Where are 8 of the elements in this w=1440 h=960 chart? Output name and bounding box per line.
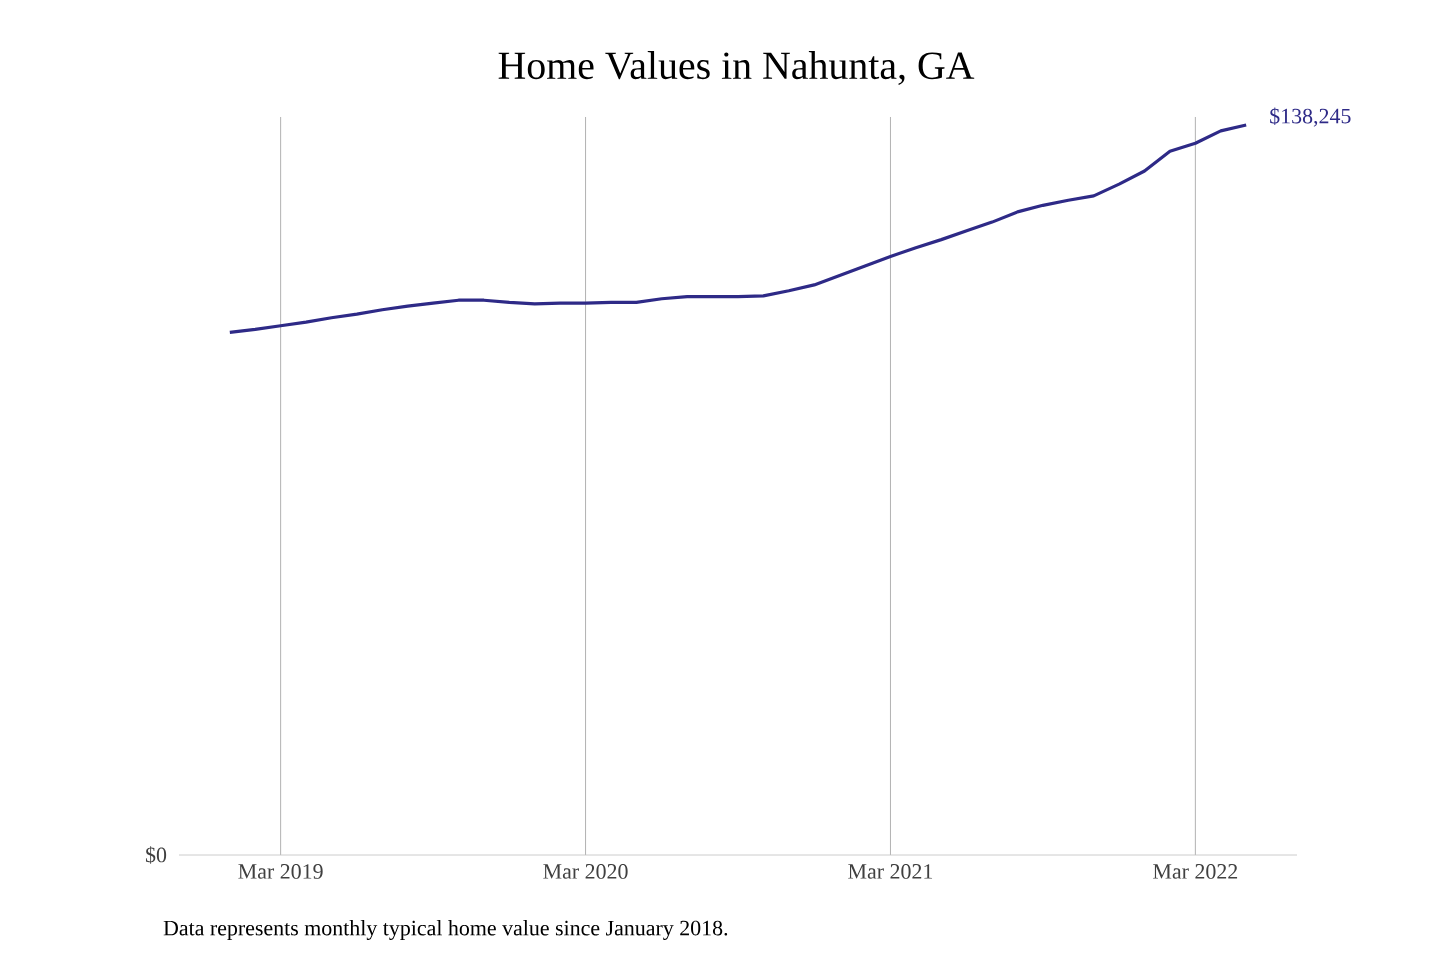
chart-title: Home Values in Nahunta, GA [498,51,975,85]
annotation: $138,245 [1270,107,1351,127]
x-tick-label: Mar 2021 [848,864,933,879]
text: Data represents monthly typical home value since January 2018. [163,920,728,940]
text: $0 [145,846,167,864]
x-tick-label: Mar 2022 [1153,864,1238,879]
x-tick-label: Mar 2019 [238,864,323,879]
x-tick-label: Mar 2020 [543,864,628,879]
